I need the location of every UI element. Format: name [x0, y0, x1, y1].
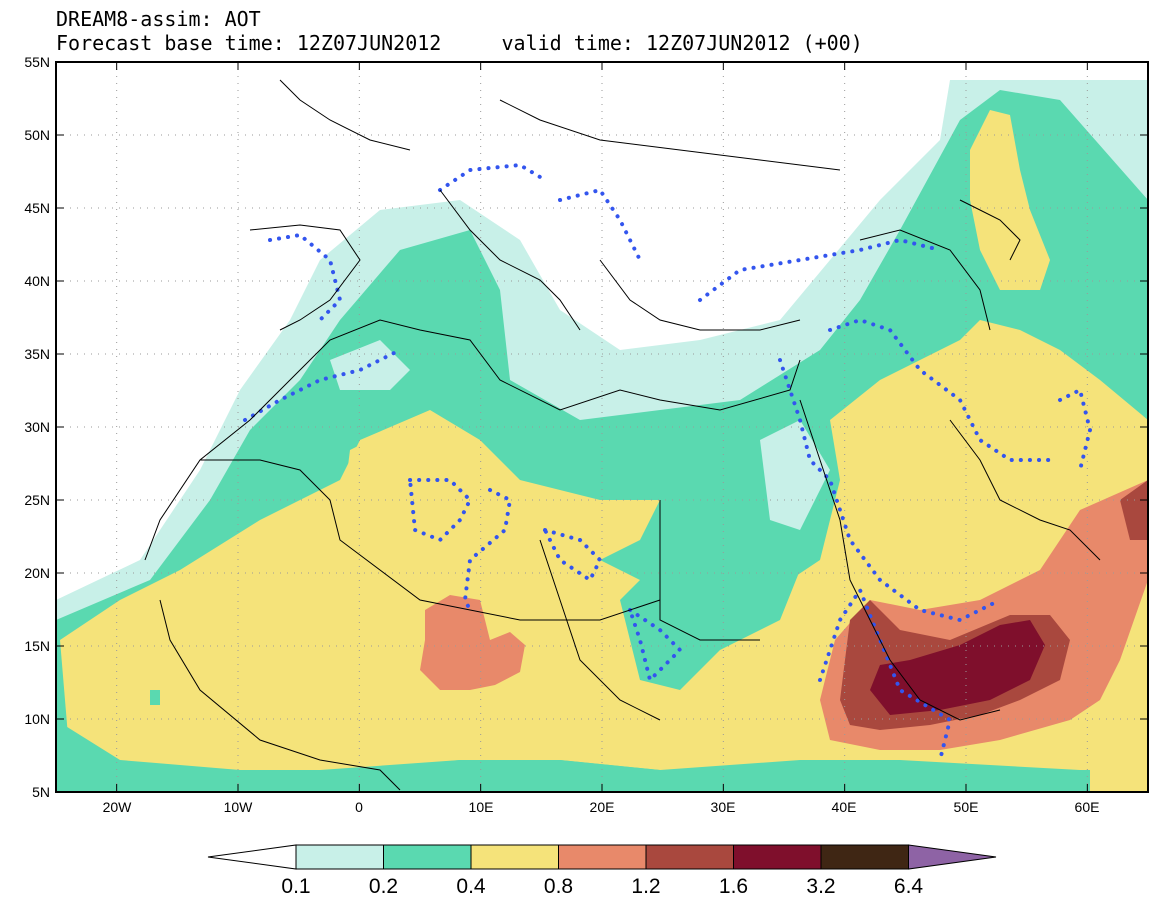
colorbar-label: 6.4: [894, 875, 924, 898]
lon-tick-label: 40E: [832, 799, 857, 815]
aot-band-0.1-patch: [760, 420, 830, 530]
colorbar-label: 0.4: [456, 875, 486, 898]
lat-tick-label: 30N: [24, 419, 50, 435]
colorbar-swatch: [470, 844, 559, 870]
lat-tick-label: 25N: [24, 492, 50, 508]
lon-tick-label: 10W: [224, 799, 254, 815]
lon-tick-label: 20W: [103, 799, 133, 815]
coastlines: [144, 79, 1101, 791]
lon-tick-label: 50E: [954, 799, 979, 815]
colorbar-label: 1.2: [631, 875, 660, 898]
lon-axis: 20W 10W 0 10E 20E 30E 40E 50E 60E: [103, 799, 1100, 815]
colorbar-label: 3.2: [806, 875, 835, 898]
lon-tick-label: 30E: [711, 799, 736, 815]
aot-band-1.2-east: [1120, 480, 1148, 540]
colorbar-swatch: [558, 844, 647, 870]
lat-tick-label: 50N: [24, 127, 50, 143]
lat-tick-label: 40N: [24, 273, 50, 289]
colorbar-swatch-below: [207, 844, 297, 870]
aot-band-0.4-north: [970, 110, 1050, 290]
lat-tick-label: 35N: [24, 346, 50, 362]
lon-tick-label: 20E: [590, 799, 615, 815]
forecast-time-subtitle: Forecast base time: 12Z07JUN2012 valid t…: [56, 31, 863, 55]
dotted-contour: [243, 162, 1093, 762]
colorbar-swatch-above: [908, 844, 997, 870]
colorbar-label: 0.8: [544, 875, 573, 898]
lat-axis: 55N 50N 45N 40N 35N 30N 25N 20N 15N 10N …: [24, 54, 50, 800]
aot-band-0.2-south: [56, 720, 1090, 792]
lon-tick-label: 10E: [469, 799, 494, 815]
lat-tick-label: 5N: [32, 784, 50, 800]
lat-tick-label: 20N: [24, 565, 50, 581]
colorbar-label: 1.6: [719, 875, 748, 898]
colorbar-label: 0.2: [369, 875, 398, 898]
lat-tick-label: 55N: [24, 54, 50, 70]
lat-tick-label: 45N: [24, 200, 50, 216]
colorbar-swatch: [733, 844, 822, 870]
colorbar-swatch: [295, 844, 384, 870]
aot-band-0.2-patch: [620, 560, 800, 690]
lat-tick-label: 15N: [24, 638, 50, 654]
lat-tick-label: 10N: [24, 711, 50, 727]
axis-ticks: [56, 61, 1148, 793]
chart-title: DREAM8-assim: AOT: [56, 7, 261, 31]
colorbar-swatch: [820, 844, 909, 870]
aot-band-0.8: [420, 595, 525, 690]
aot-band-0.2-patch: [150, 690, 160, 705]
colorbar: [207, 844, 997, 870]
lon-tick-label: 0: [355, 799, 363, 815]
aot-band-0.4-patch: [345, 440, 370, 490]
colorbar-labels: 0.1 0.2 0.4 0.8 1.2 1.6 3.2 6.4: [281, 875, 923, 898]
colorbar-swatch: [645, 844, 734, 870]
lon-tick-label: 60E: [1075, 799, 1100, 815]
colorbar-swatch: [383, 844, 472, 870]
colorbar-label: 0.1: [281, 875, 310, 898]
